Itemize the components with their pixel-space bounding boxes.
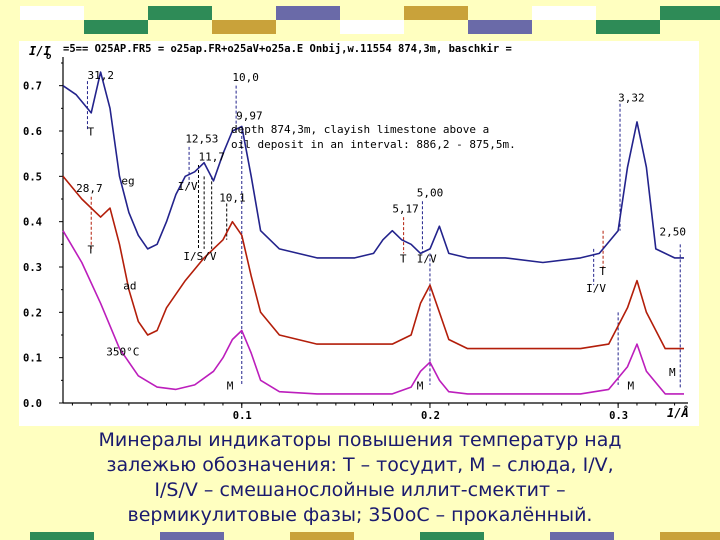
deco-square xyxy=(276,6,340,20)
y-tick-label: 0.2 xyxy=(23,307,42,319)
deco-square xyxy=(532,6,596,20)
deco-square xyxy=(420,532,484,540)
peak-label: M xyxy=(628,379,635,392)
caption-line-1: Минералы индикаторы повышения температур… xyxy=(98,429,622,451)
series-line xyxy=(62,71,684,264)
deco-square xyxy=(30,532,94,540)
peak-label: T xyxy=(599,265,606,278)
deco-square xyxy=(468,20,532,34)
y-tick-label: 0.5 xyxy=(23,171,42,183)
caption-line-2: залежью обозначения: Т – тосудит, М – сл… xyxy=(106,454,614,476)
peak-label: T xyxy=(87,243,94,256)
series-line xyxy=(62,175,684,350)
peak-label: T xyxy=(400,252,407,265)
peak-label: 350°C xyxy=(106,345,139,358)
y-tick-label: 0.7 xyxy=(23,81,42,93)
peak-label: 9,97 xyxy=(236,110,262,123)
y-tick-label: 0.3 xyxy=(23,262,42,274)
deco-square xyxy=(596,20,660,34)
peak-label: I/V xyxy=(586,282,606,295)
y-tick-label: 0.1 xyxy=(23,353,42,365)
deco-square xyxy=(84,20,148,34)
peak-label: 10,1 xyxy=(219,191,246,204)
bottom-decorative-bar xyxy=(0,532,720,540)
peak-label: I/V xyxy=(417,252,437,265)
note-line: oil deposit in an interval: 886,2 - 875,… xyxy=(231,138,516,151)
x-tick-label: 0.1 xyxy=(233,410,252,422)
peak-label: M xyxy=(227,379,234,392)
chart-header: =5== O25AP.FR5 = o25ap.FR+o25aV+o25a.E O… xyxy=(63,43,512,55)
y-tick-label: 0.0 xyxy=(23,398,42,410)
peak-label: ad xyxy=(123,280,136,293)
peak-label: 5,17 xyxy=(392,203,419,216)
top-decorative-bar xyxy=(0,6,720,36)
y-tick-label: 0.6 xyxy=(23,126,42,138)
deco-square xyxy=(660,6,720,20)
peak-label: I/V xyxy=(178,180,198,193)
peak-label: M xyxy=(669,366,676,379)
peak-label: 2,50 xyxy=(660,225,687,238)
peak-label: 28,7 xyxy=(76,182,103,195)
peak-label: 3,32 xyxy=(618,92,645,105)
x-tick-label: 0.2 xyxy=(421,410,440,422)
peak-label: 31,2 xyxy=(87,69,114,82)
x-tick-label: 0.3 xyxy=(609,410,628,422)
peak-label: 11,7 xyxy=(198,150,225,163)
peak-label: 10,0 xyxy=(232,71,259,84)
y-axis-label-sub: o xyxy=(46,52,52,62)
deco-square xyxy=(212,20,276,34)
series-line xyxy=(62,230,684,395)
y-tick-label: 0.4 xyxy=(23,217,42,229)
note-line: depth 874,3m, clayish limestone above a xyxy=(231,123,489,136)
peak-label: 12,53 xyxy=(185,132,218,145)
deco-square xyxy=(660,532,720,540)
peak-label: eg xyxy=(121,174,134,187)
caption-line-4: вермикулитовые фазы; 350оС – прокалённый… xyxy=(127,504,593,526)
deco-square xyxy=(340,20,404,34)
deco-square xyxy=(550,532,614,540)
peak-label: M xyxy=(417,379,424,392)
deco-square xyxy=(290,532,354,540)
peak-label: 5,00 xyxy=(417,187,444,200)
peak-label: I/S/V xyxy=(183,250,216,263)
deco-square xyxy=(20,6,84,20)
caption-line-3: I/S/V – смешанослойные иллит-смектит – xyxy=(154,479,566,501)
xrd-chart: =5== O25AP.FR5 = o25ap.FR+o25aV+o25a.E O… xyxy=(19,41,699,426)
peak-label: T xyxy=(87,126,94,139)
deco-square xyxy=(160,532,224,540)
slide-caption: Минералы индикаторы повышения температур… xyxy=(0,428,720,532)
x-axis-label: 1/Å xyxy=(667,405,689,420)
y-axis-label: I/I xyxy=(29,44,51,58)
deco-square xyxy=(148,6,212,20)
deco-square xyxy=(404,6,468,20)
